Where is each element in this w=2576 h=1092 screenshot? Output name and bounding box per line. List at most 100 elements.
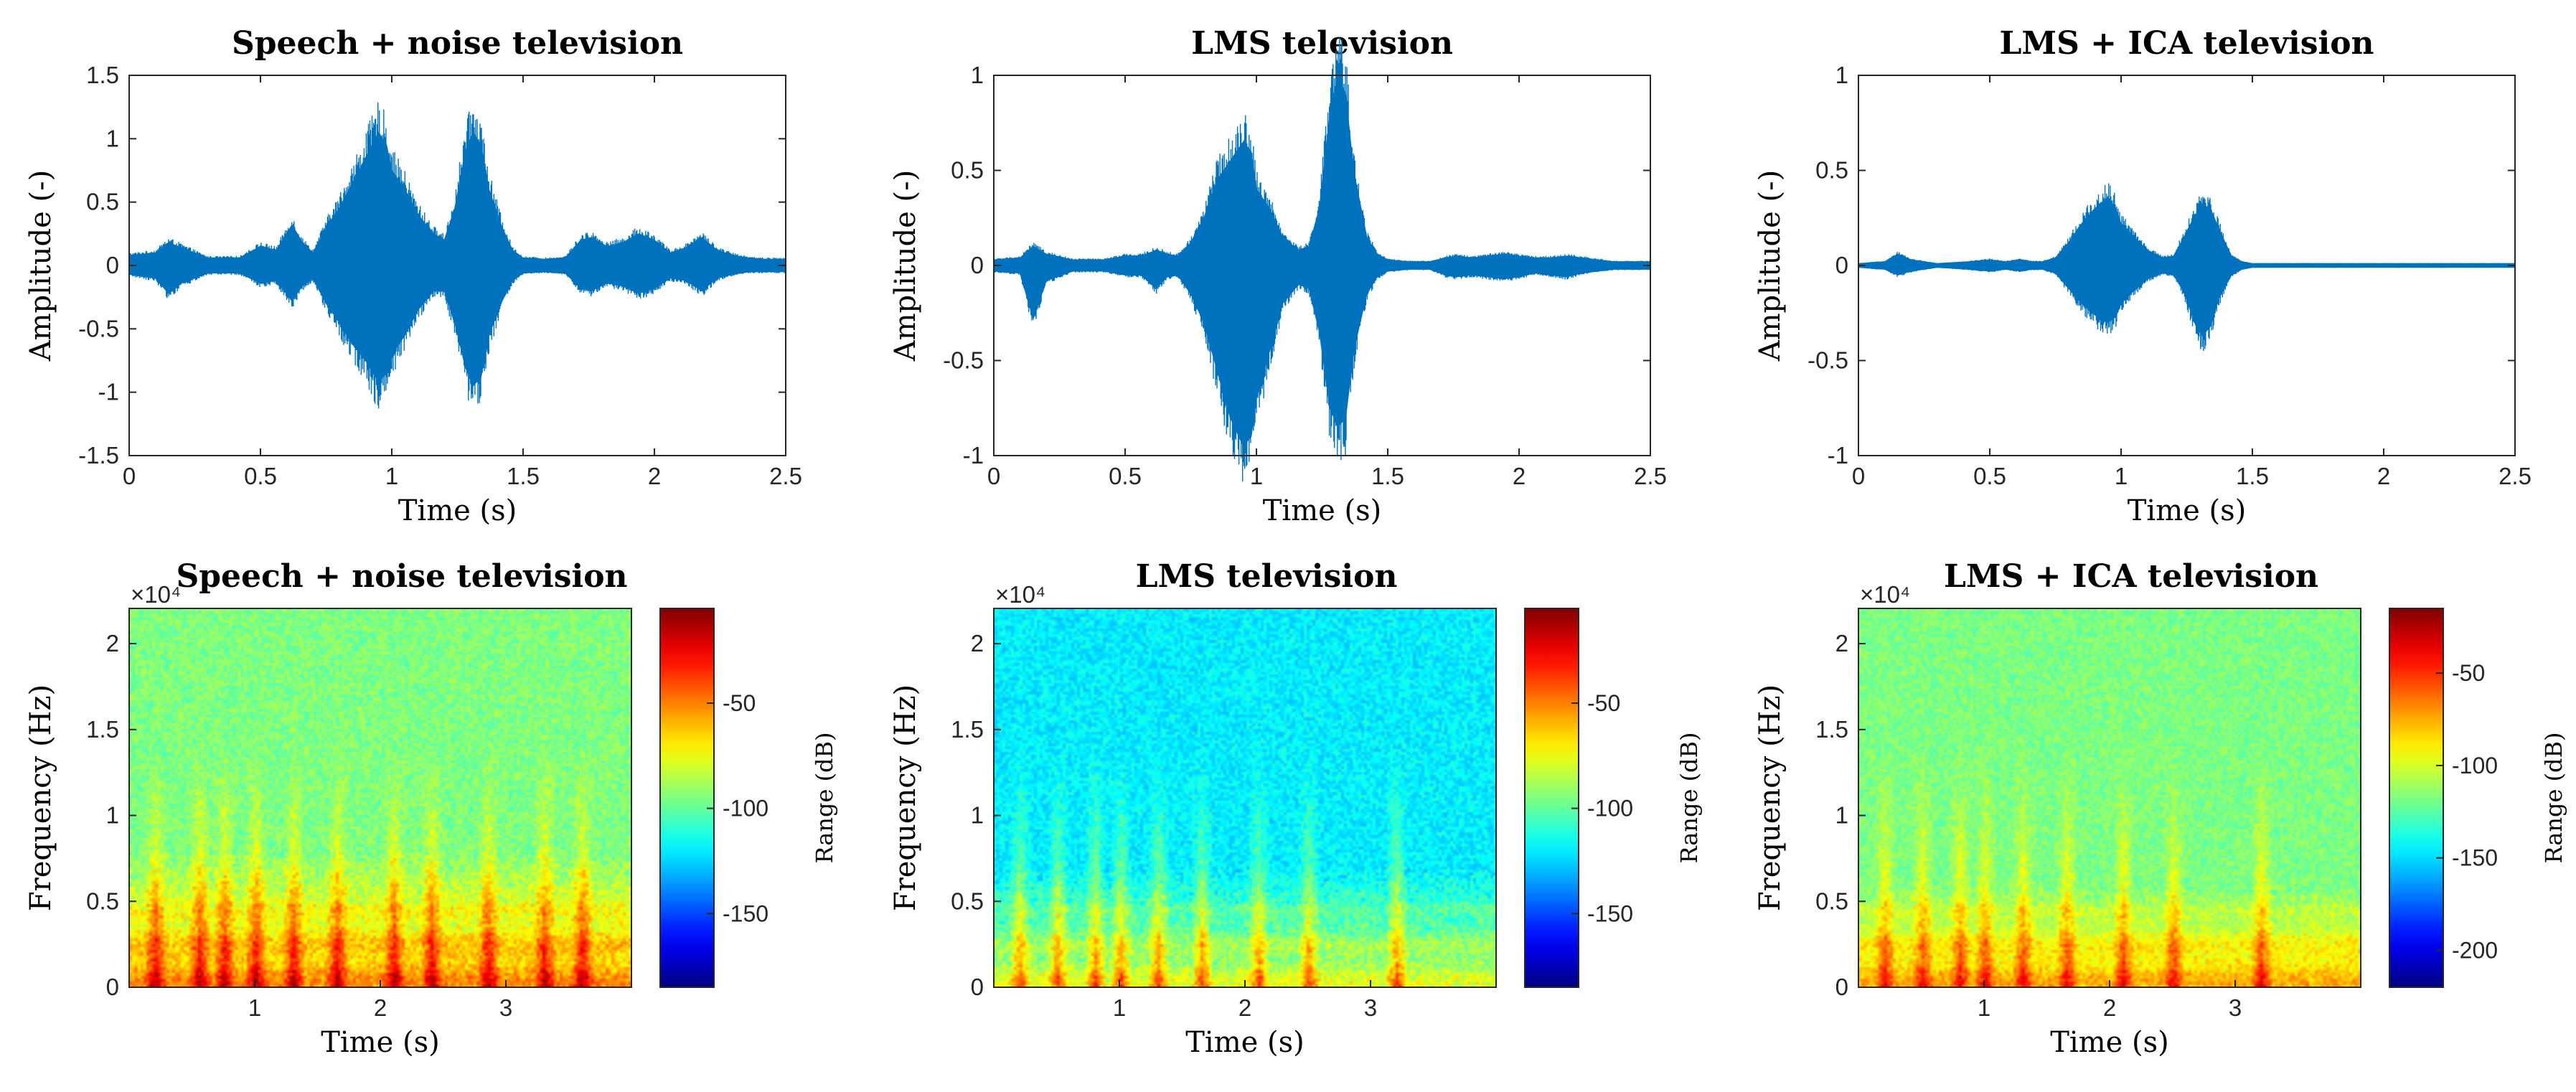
y-tick-label: 2 xyxy=(106,630,119,656)
y-tick-label: 2 xyxy=(1835,630,1848,656)
y-tick-label: 0 xyxy=(971,252,984,278)
x-axis-label: Time (s) xyxy=(1263,494,1382,527)
colorbar-tick-label: -50 xyxy=(723,690,756,716)
colorbar-frame xyxy=(659,608,715,988)
x-tick-label: 1.5 xyxy=(1371,463,1404,489)
x-tick-label: 0 xyxy=(1852,463,1865,489)
y-tick-label: 0 xyxy=(1835,252,1848,278)
y-tick-label: 0.5 xyxy=(951,888,984,914)
y-multiplier: ×10⁴ xyxy=(131,581,181,608)
waveform-detail xyxy=(1858,183,2515,351)
x-axis-label: Time (s) xyxy=(1185,1026,1305,1059)
x-tick-label: 3 xyxy=(2229,994,2242,1021)
spectrogram-heatmap xyxy=(129,608,631,987)
y-tick-label: 1 xyxy=(106,802,119,829)
y-tick-label: 1 xyxy=(106,125,119,151)
colorbar-tick-label: -200 xyxy=(2452,937,2498,963)
colorbar-tick-label: -50 xyxy=(2452,660,2485,686)
colorbar-fill xyxy=(2389,608,2443,987)
y-tick-label: -1 xyxy=(963,442,984,469)
y-axis-label: Amplitude (-) xyxy=(889,170,922,362)
y-tick-label: 1.5 xyxy=(951,716,984,743)
x-axis-label: Time (s) xyxy=(398,494,517,527)
y-tick-label: -0.5 xyxy=(1808,347,1848,374)
colorbar-fill xyxy=(660,608,714,987)
x-tick-label: 1 xyxy=(1113,994,1126,1021)
y-axis-label: Frequency (Hz) xyxy=(1754,684,1787,911)
chart-title: Speech + noise television xyxy=(176,558,627,595)
chart-title: LMS + ICA television xyxy=(1944,558,2318,595)
x-tick-label: 2 xyxy=(374,994,387,1021)
x-tick-label: 0.5 xyxy=(1109,463,1142,489)
y-multiplier: ×10⁴ xyxy=(1860,581,1910,608)
x-tick-label: 0 xyxy=(123,463,136,489)
x-tick-label: 2.5 xyxy=(1634,463,1667,489)
y-tick-label: -1 xyxy=(1828,442,1848,469)
x-tick-label: 1.5 xyxy=(2236,463,2269,489)
x-tick-label: 1 xyxy=(2115,463,2128,489)
x-tick-label: 1 xyxy=(385,463,398,489)
x-tick-label: 2.5 xyxy=(769,463,802,489)
colorbar-tick-label: -100 xyxy=(2452,753,2498,778)
x-axis-label: Time (s) xyxy=(2128,494,2247,527)
chart-title: LMS television xyxy=(1191,25,1453,62)
x-axis-label: Time (s) xyxy=(321,1026,440,1059)
x-tick-label: 0.5 xyxy=(244,463,277,489)
spectrogram-heatmap xyxy=(1858,608,2361,987)
y-tick-label: 0.5 xyxy=(86,888,119,914)
colorbar-tick-label: -50 xyxy=(1587,690,1620,716)
y-tick-label: 0.5 xyxy=(1815,157,1848,184)
chart-title: LMS television xyxy=(1136,558,1398,595)
colorbar-frame xyxy=(2389,608,2444,988)
colorbar-tick-label: -100 xyxy=(1587,796,1633,822)
colorbar-frame xyxy=(1524,608,1579,988)
x-tick-label: 2 xyxy=(1238,994,1251,1021)
y-tick-label: 2 xyxy=(971,630,984,656)
y-axis-label: Frequency (Hz) xyxy=(24,684,57,911)
colorbar-tick-label: -150 xyxy=(723,900,768,926)
y-axis-label: Amplitude (-) xyxy=(1754,170,1787,362)
colorbar: -50 -100 -150 -200 Range (dB) xyxy=(2389,608,2567,988)
x-tick-label: 3 xyxy=(1364,994,1377,1021)
x-tick-label: 1.5 xyxy=(507,463,540,489)
waveform-panel: Speech + noise television 0 0.5 1 1.5 2 2.5 -1.… xyxy=(24,25,802,527)
colorbar: -50 -100 -150 Range (dB) xyxy=(1524,608,1703,988)
x-axis-label: Time (s) xyxy=(2050,1026,2169,1059)
y-tick-label: 1.5 xyxy=(86,62,119,88)
y-tick-label: -1.5 xyxy=(78,442,119,469)
y-tick-label: 0 xyxy=(1835,974,1848,1000)
x-tick-label: 2.5 xyxy=(2499,463,2532,489)
y-tick-label: -0.5 xyxy=(78,315,119,342)
x-tick-label: 0.5 xyxy=(1973,463,2006,489)
y-tick-label: 0.5 xyxy=(1815,888,1848,914)
y-tick-label: 1 xyxy=(1835,802,1848,829)
spectrogram-panel: LMS television ×10⁴ 1 2 3 0 0.5 1 1.5 2 Time (s) Fr… xyxy=(889,558,1703,1059)
x-tick-label: 2 xyxy=(648,463,661,489)
colorbar-fill xyxy=(1525,608,1579,987)
y-tick-label: 0.5 xyxy=(86,189,119,215)
y-tick-label: -1 xyxy=(98,379,119,405)
x-tick-label: 2 xyxy=(1513,463,1526,489)
spectrogram-heatmap xyxy=(994,608,1496,987)
y-tick-label: 1.5 xyxy=(1815,716,1848,743)
x-tick-label: 0 xyxy=(987,463,1000,489)
chart-title: Speech + noise television xyxy=(232,25,683,62)
spectrogram-panel: LMS + ICA television ×10⁴ 1 2 3 0 0.5 1 1.5 2 Time… xyxy=(1754,558,2567,1059)
y-axis-label: Amplitude (-) xyxy=(24,170,57,362)
spectrogram-panel: Speech + noise television×10⁴ 1 2 3 0 0.5 1 1.5… xyxy=(24,558,838,1059)
y-tick-label: 0 xyxy=(106,974,119,1000)
colorbar-tick-label: -100 xyxy=(723,796,768,822)
colorbar: -50 -100 -150 Range (dB) xyxy=(659,608,838,988)
y-tick-label: -0.5 xyxy=(943,347,984,374)
x-tick-label: 1 xyxy=(1250,463,1263,489)
y-tick-label: 1 xyxy=(971,62,984,88)
colorbar-label: Range (dB) xyxy=(811,732,838,863)
y-tick-label: 1 xyxy=(971,802,984,829)
colorbar-tick-label: -150 xyxy=(2452,845,2498,871)
y-tick-label: 1 xyxy=(1835,62,1848,88)
y-multiplier: ×10⁴ xyxy=(995,581,1045,608)
x-tick-label: 2 xyxy=(2377,463,2390,489)
x-tick-label: 1 xyxy=(1978,994,1990,1021)
